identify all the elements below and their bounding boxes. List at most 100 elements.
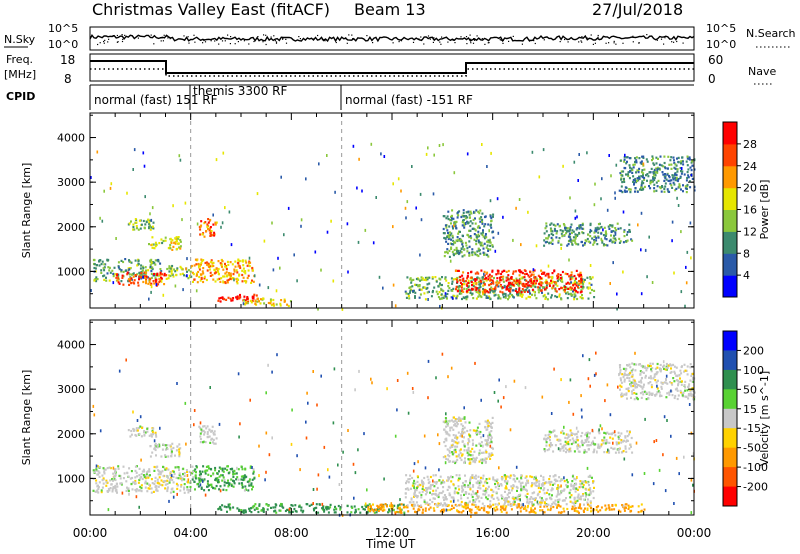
range-gate-cell <box>109 271 112 274</box>
range-gate-cell <box>243 489 246 492</box>
nsearch-dot <box>124 34 126 36</box>
range-gate-cell <box>460 240 463 243</box>
range-gate-cell <box>112 275 115 278</box>
range-gate-cell <box>124 269 127 272</box>
range-gate-cell <box>509 290 512 293</box>
range-gate-cell <box>126 191 128 195</box>
range-gate-cell <box>541 509 544 512</box>
range-gate-cell <box>415 283 418 287</box>
range-gate-cell <box>493 294 496 297</box>
range-gate-cell <box>144 195 146 199</box>
nsearch-dot <box>432 41 434 43</box>
range-gate-cell <box>657 179 660 182</box>
range-gate-cell <box>440 481 443 484</box>
range-gate-cell <box>143 271 146 274</box>
range-gate-cell <box>602 228 604 232</box>
range-gate-cell <box>499 297 502 300</box>
nsearch-dot <box>427 35 430 37</box>
range-gate-cell <box>535 477 537 480</box>
beam-label: Beam 13 <box>354 0 426 19</box>
range-gate-cell <box>484 439 487 442</box>
range-gate-cell <box>561 235 564 238</box>
range-gate-cell <box>236 271 239 274</box>
range-gate-cell <box>567 287 570 290</box>
range-gate-cell <box>471 495 474 499</box>
range-gate-cell <box>673 271 675 275</box>
range-gate-cell <box>212 441 214 444</box>
range-gate-cell <box>172 490 175 493</box>
range-gate-cell <box>467 506 469 509</box>
nave-tick-bottom: 0 <box>708 72 716 86</box>
range-gate-cell <box>507 475 510 478</box>
range-gate-cell <box>652 162 655 165</box>
range-gate-cell <box>576 291 579 294</box>
range-gate-cell <box>101 486 104 489</box>
range-gate-cell <box>680 160 683 163</box>
range-gate-cell <box>164 455 167 458</box>
nsearch-dot <box>257 36 259 38</box>
range-gate-cell <box>421 511 424 514</box>
range-gate-cell <box>249 466 252 469</box>
range-gate-cell <box>446 448 449 451</box>
range-gate-cell <box>652 172 655 175</box>
range-gate-cell <box>232 475 235 478</box>
range-gate-cell <box>617 441 620 444</box>
range-gate-cell <box>676 196 678 200</box>
range-gate-cell <box>158 482 161 485</box>
range-gate-cell <box>568 491 571 494</box>
nsearch-dot <box>122 38 124 40</box>
range-gate-cell <box>579 503 582 506</box>
range-gate-cell <box>147 282 150 285</box>
range-gate-cell <box>191 271 194 274</box>
range-gate-cell <box>218 277 221 280</box>
range-gate-cell <box>593 240 596 243</box>
range-gate-cell <box>213 268 216 271</box>
range-gate-cell <box>98 475 101 478</box>
range-gate-cell <box>154 442 157 446</box>
range-gate-cell <box>167 277 170 280</box>
range-gate-cell <box>496 277 499 280</box>
range-gate-cell <box>568 448 571 451</box>
range-gate-cell <box>482 484 485 487</box>
range-gate-cell <box>280 299 283 302</box>
range-gate-cell <box>460 247 463 250</box>
range-gate-cell <box>420 278 423 281</box>
range-gate-cell <box>240 509 243 512</box>
range-gate-cell <box>461 278 464 281</box>
range-gate-cell <box>218 470 220 473</box>
nsearch-dot <box>586 37 588 39</box>
range-gate-cell <box>521 283 524 286</box>
range-gate-cell <box>543 271 546 274</box>
range-gate-cell <box>445 425 448 428</box>
nsearch-label: N.Search <box>746 27 796 40</box>
range-gate-cell <box>620 189 623 193</box>
range-gate-cell <box>211 425 214 428</box>
range-gate-cell <box>569 286 572 289</box>
range-gate-cell <box>510 504 513 507</box>
range-gate-cell <box>223 275 226 278</box>
range-gate-cell <box>444 417 447 420</box>
range-gate-cell <box>130 282 133 285</box>
range-gate-cell <box>502 293 505 296</box>
range-gate-cell <box>623 235 626 238</box>
range-gate-cell <box>627 173 629 176</box>
nsearch-dot <box>638 42 640 44</box>
range-gate-cell <box>227 479 229 482</box>
range-gate-cell <box>357 508 360 511</box>
range-gate-cell <box>574 490 577 493</box>
range-gate-cell <box>690 173 693 177</box>
range-gate-cell <box>439 297 441 301</box>
range-gate-cell <box>504 500 507 503</box>
range-gate-cell <box>517 504 520 507</box>
range-gate-cell <box>532 503 535 506</box>
range-gate-cell <box>540 474 542 477</box>
nsearch-dot <box>656 39 658 41</box>
range-gate-cell <box>577 286 579 289</box>
range-gate-cell <box>143 470 146 473</box>
range-gate-cell <box>370 508 373 511</box>
range-gate-cell <box>561 270 564 274</box>
range-gate-cell <box>550 296 553 299</box>
range-gate-cell <box>154 431 157 434</box>
range-gate-cell <box>653 183 656 186</box>
range-gate-cell <box>463 254 466 257</box>
